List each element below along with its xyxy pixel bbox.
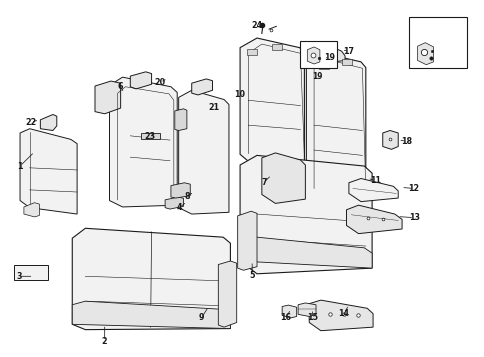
Polygon shape: [24, 203, 39, 217]
Text: 21: 21: [208, 103, 219, 112]
Text: 9: 9: [198, 313, 204, 322]
Polygon shape: [282, 305, 296, 318]
Text: 8: 8: [184, 192, 189, 201]
Polygon shape: [174, 109, 186, 131]
Text: 15: 15: [306, 313, 318, 322]
Polygon shape: [382, 131, 397, 149]
Polygon shape: [191, 79, 212, 95]
Text: 22: 22: [25, 118, 36, 127]
Polygon shape: [40, 115, 57, 131]
Text: 3: 3: [16, 272, 22, 281]
Text: 24: 24: [251, 21, 262, 30]
Text: 5: 5: [249, 271, 255, 280]
Polygon shape: [240, 38, 304, 169]
Text: 19: 19: [432, 19, 443, 28]
Polygon shape: [348, 178, 397, 202]
Polygon shape: [261, 153, 305, 203]
Polygon shape: [309, 300, 372, 331]
Polygon shape: [346, 205, 401, 233]
Text: 17: 17: [343, 47, 354, 56]
Polygon shape: [306, 53, 365, 202]
Text: 10: 10: [234, 90, 245, 100]
Polygon shape: [165, 197, 183, 209]
Bar: [341, 59, 351, 65]
Polygon shape: [109, 77, 177, 207]
Polygon shape: [218, 261, 236, 327]
Polygon shape: [20, 129, 77, 214]
Text: 19: 19: [323, 53, 334, 62]
Polygon shape: [240, 237, 371, 268]
Polygon shape: [14, 265, 48, 280]
Text: 20: 20: [154, 78, 166, 87]
Polygon shape: [307, 47, 319, 64]
Text: 4: 4: [177, 203, 182, 212]
Bar: [408, 17, 467, 68]
Bar: [299, 41, 336, 67]
Polygon shape: [178, 90, 228, 214]
Text: 14: 14: [338, 309, 349, 318]
Polygon shape: [317, 44, 344, 63]
Polygon shape: [72, 228, 230, 330]
Polygon shape: [240, 155, 371, 274]
Polygon shape: [130, 72, 151, 89]
Polygon shape: [95, 81, 121, 114]
Polygon shape: [237, 211, 257, 270]
Text: 13: 13: [408, 213, 419, 222]
Text: 18: 18: [401, 137, 411, 146]
Bar: [247, 49, 257, 55]
Polygon shape: [170, 183, 190, 198]
Text: 7: 7: [261, 177, 267, 187]
Text: 6: 6: [118, 81, 123, 91]
Text: 12: 12: [408, 184, 419, 193]
Text: 23: 23: [144, 132, 155, 141]
Bar: [318, 64, 328, 69]
Bar: [271, 44, 282, 50]
Text: 1: 1: [17, 162, 23, 171]
Text: 2: 2: [102, 337, 107, 346]
Polygon shape: [141, 133, 160, 139]
Text: 16: 16: [280, 313, 291, 322]
Text: 11: 11: [369, 176, 380, 185]
Polygon shape: [72, 301, 230, 328]
Text: 19: 19: [312, 72, 322, 81]
Polygon shape: [417, 42, 433, 65]
Polygon shape: [298, 303, 316, 316]
